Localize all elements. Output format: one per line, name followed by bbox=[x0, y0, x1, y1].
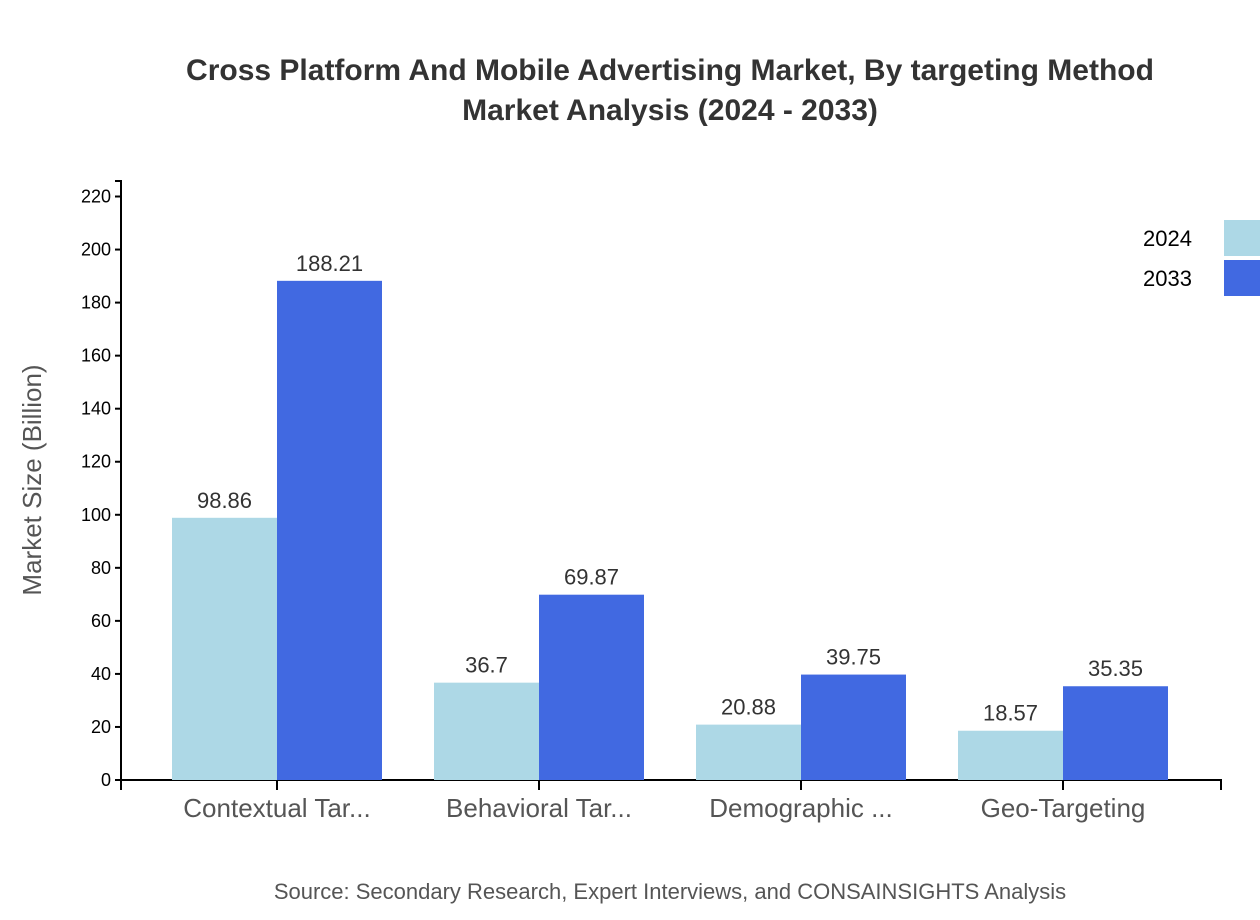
chart-title-line-1: Cross Platform And Mobile Advertising Ma… bbox=[186, 54, 1154, 87]
value-label: 35.35 bbox=[1088, 656, 1143, 681]
bar-2033 bbox=[801, 674, 906, 780]
x-tick-label: Contextual Tar... bbox=[183, 793, 370, 823]
y-tick: 40 bbox=[91, 664, 121, 684]
bars: 98.86 188.21 36.7 69.87 20.88 39.75 18.57 35.35 bbox=[172, 251, 1168, 780]
y-tick-label: 220 bbox=[81, 187, 111, 207]
x-tick-label: Behavioral Tar... bbox=[446, 793, 632, 823]
y-tick: 60 bbox=[91, 611, 121, 631]
y-tick-label: 20 bbox=[91, 717, 111, 737]
x-tick-label: Geo-Targeting bbox=[981, 793, 1146, 823]
legend: 2024 2033 bbox=[1143, 220, 1260, 296]
legend-label: 2024 bbox=[1143, 226, 1192, 251]
chart-title-line-2: Market Analysis (2024 - 2033) bbox=[462, 94, 878, 127]
value-label: 39.75 bbox=[826, 645, 881, 670]
y-tick-label: 80 bbox=[91, 558, 111, 578]
y-tick: 220 bbox=[81, 187, 121, 207]
y-tick-label: 160 bbox=[81, 346, 111, 366]
x-axis-line bbox=[120, 779, 1222, 790]
legend-item-2033: 2033 bbox=[1143, 260, 1260, 296]
y-tick-label: 0 bbox=[101, 770, 111, 790]
y-axis: 0 20 40 60 80 100 120 140 160 180 200 220 bbox=[81, 180, 122, 790]
bar-2024 bbox=[696, 724, 801, 780]
y-tick: 0 bbox=[101, 770, 121, 790]
value-label: 20.88 bbox=[721, 695, 776, 720]
y-tick: 80 bbox=[91, 558, 121, 578]
legend-label: 2033 bbox=[1143, 266, 1192, 291]
legend-swatch bbox=[1224, 220, 1260, 256]
y-tick-label: 120 bbox=[81, 452, 111, 472]
y-tick: 140 bbox=[81, 399, 121, 419]
y-tick: 100 bbox=[81, 505, 121, 525]
y-tick: 200 bbox=[81, 240, 121, 260]
y-tick: 180 bbox=[81, 293, 121, 313]
source-note: Source: Secondary Research, Expert Inter… bbox=[274, 879, 1066, 904]
y-tick-label: 200 bbox=[81, 240, 111, 260]
bar-2024 bbox=[958, 730, 1063, 780]
y-tick-label: 180 bbox=[81, 293, 111, 313]
y-tick-label: 140 bbox=[81, 399, 111, 419]
x-axis: Contextual Tar... Behavioral Tar... Demogr… bbox=[120, 779, 1222, 823]
y-tick: 20 bbox=[91, 717, 121, 737]
y-axis-line bbox=[115, 180, 122, 781]
value-label: 69.87 bbox=[564, 565, 619, 590]
y-tick: 120 bbox=[81, 452, 121, 472]
bar-2033 bbox=[1063, 686, 1168, 780]
value-label: 188.21 bbox=[296, 251, 363, 276]
value-label: 98.86 bbox=[197, 488, 252, 513]
value-label: 36.7 bbox=[465, 653, 508, 678]
bar-2033 bbox=[539, 594, 644, 780]
bar-2033 bbox=[277, 280, 382, 780]
y-tick-label: 60 bbox=[91, 611, 111, 631]
y-tick-label: 100 bbox=[81, 505, 111, 525]
y-tick-label: 40 bbox=[91, 664, 111, 684]
y-tick: 160 bbox=[81, 346, 121, 366]
value-label: 18.57 bbox=[983, 701, 1038, 726]
legend-swatch bbox=[1224, 260, 1260, 296]
y-axis-label: Market Size (Billion) bbox=[17, 364, 47, 595]
bar-2024 bbox=[172, 517, 277, 780]
x-tick-label: Demographic ... bbox=[709, 793, 893, 823]
bar-2024 bbox=[434, 682, 539, 780]
legend-item-2024: 2024 bbox=[1143, 220, 1260, 256]
